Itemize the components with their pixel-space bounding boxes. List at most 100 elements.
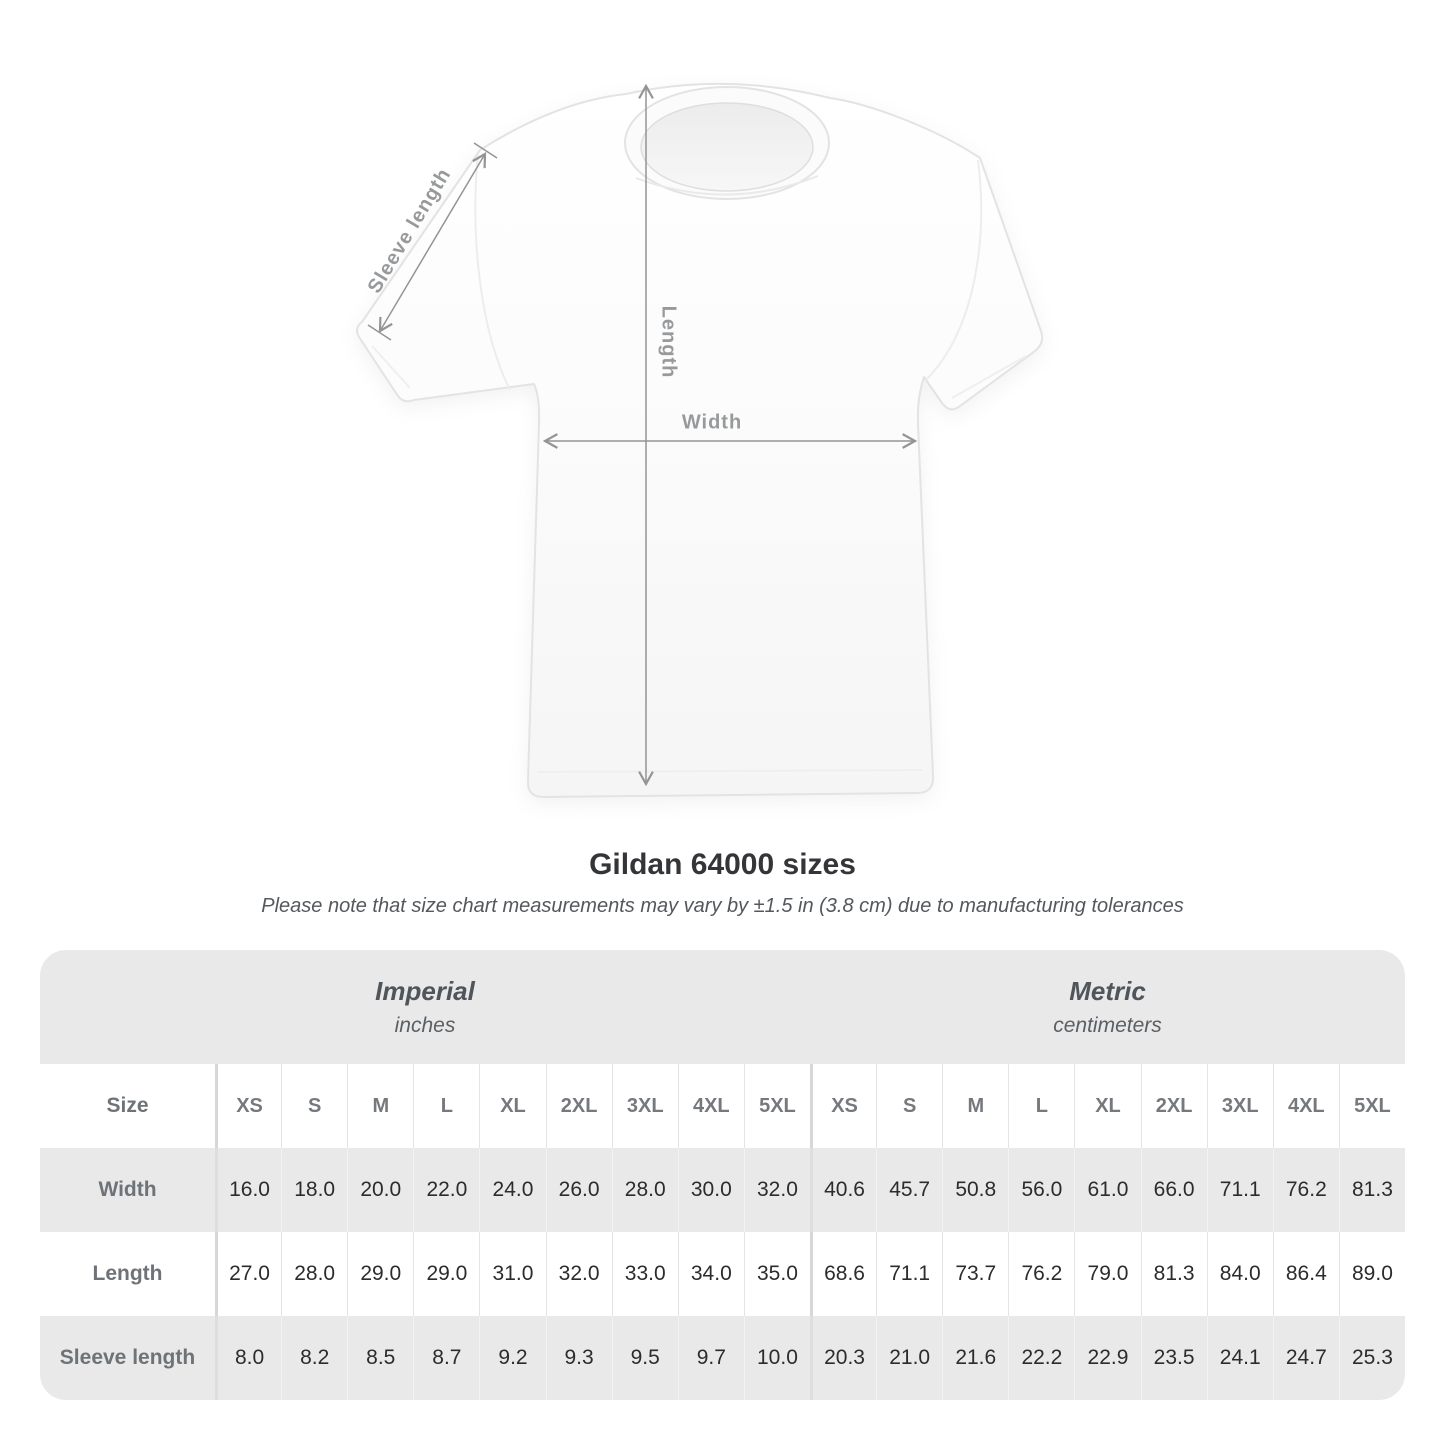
size-header-metric-3xl: 3XL xyxy=(1206,1064,1273,1148)
value-cell-metric: 45.7 xyxy=(876,1148,942,1232)
metric-header: Metric centimeters xyxy=(810,950,1405,1064)
size-header-imperial-5xl: 5XL xyxy=(743,1064,810,1148)
value-cell-metric: 76.2 xyxy=(1272,1148,1339,1232)
tshirt-photo xyxy=(356,82,1044,798)
value-cell-imperial: 30.0 xyxy=(677,1148,744,1232)
size-header-imperial-3xl: 3XL xyxy=(611,1064,678,1148)
value-cell-metric: 73.7 xyxy=(942,1232,1008,1316)
value-cell-metric: 21.0 xyxy=(876,1316,942,1400)
page-title: Gildan 64000 sizes xyxy=(589,848,856,881)
sleeve-arrow-end-cap xyxy=(367,324,392,341)
value-cell-imperial: 32.0 xyxy=(743,1148,810,1232)
value-cell-metric: 20.3 xyxy=(810,1316,876,1400)
value-cell-imperial: 18.0 xyxy=(281,1148,347,1232)
size-header-imperial-m: M xyxy=(347,1064,413,1148)
value-cell-metric: 76.2 xyxy=(1008,1232,1074,1316)
size-column-header: Size xyxy=(106,1094,149,1117)
value-cell-metric: 22.2 xyxy=(1008,1316,1074,1400)
value-cell-imperial: 33.0 xyxy=(611,1232,678,1316)
size-header-metric-xs: XS xyxy=(810,1064,876,1148)
measurement-arrows xyxy=(367,83,918,787)
value-cell-metric: 24.7 xyxy=(1272,1316,1339,1400)
value-cell-metric: 68.6 xyxy=(810,1232,876,1316)
tshirt-measurement-figure: Sleeve length Length Width xyxy=(356,82,1044,798)
size-header-metric-5xl: 5XL xyxy=(1338,1064,1405,1148)
value-cell-imperial: 34.0 xyxy=(677,1232,744,1316)
row-label: Length xyxy=(92,1262,163,1285)
imperial-header-unit: inches xyxy=(394,1014,456,1037)
metric-header-title: Metric xyxy=(1069,976,1146,1006)
row-label: Sleeve length xyxy=(59,1346,196,1369)
imperial-header-title: Imperial xyxy=(375,976,475,1006)
value-cell-metric: 61.0 xyxy=(1074,1148,1140,1232)
value-cell-imperial: 16.0 xyxy=(215,1148,281,1232)
tolerance-note: Please note that size chart measurements… xyxy=(261,895,1184,917)
table-row-length: Length 27.0 28.0 29.0 29.0 31.0 32.0 33.0 34.0 35… xyxy=(40,1232,1405,1316)
size-header-imperial-xl: XL xyxy=(479,1064,545,1148)
value-cell-metric: 81.3 xyxy=(1338,1148,1405,1232)
value-cell-metric: 56.0 xyxy=(1008,1148,1074,1232)
value-cell-imperial: 26.0 xyxy=(545,1148,612,1232)
size-header-row: Size XS S M L XL 2XL 3XL 4XL 5XL XS S M L XL 2XL 3XL 4XL 5… xyxy=(40,1064,1405,1148)
value-cell-metric: 89.0 xyxy=(1338,1232,1405,1316)
value-cell-metric: 25.3 xyxy=(1338,1316,1405,1400)
value-cell-imperial: 31.0 xyxy=(479,1232,545,1316)
value-cell-imperial: 24.0 xyxy=(479,1148,545,1232)
value-cell-imperial: 9.5 xyxy=(611,1316,678,1400)
value-cell-metric: 86.4 xyxy=(1272,1232,1339,1316)
value-cell-metric: 81.3 xyxy=(1140,1232,1207,1316)
size-header-metric-4xl: 4XL xyxy=(1272,1064,1339,1148)
size-header-metric-m: M xyxy=(942,1064,1008,1148)
value-cell-imperial: 28.0 xyxy=(611,1148,678,1232)
table-row-sleeve-length: Sleeve length 8.0 8.2 8.5 8.7 9.2 9.3 9.5 9.7 10.… xyxy=(40,1316,1405,1400)
value-cell-metric: 84.0 xyxy=(1206,1232,1273,1316)
table-row-width: Width 16.0 18.0 20.0 22.0 24.0 26.0 28.0 30.0 32.… xyxy=(40,1148,1405,1232)
value-cell-metric: 21.6 xyxy=(942,1316,1008,1400)
size-chart-table: Imperial inches Metric centimeters Size X… xyxy=(40,950,1405,1400)
value-cell-imperial: 22.0 xyxy=(413,1148,479,1232)
value-cell-imperial: 28.0 xyxy=(281,1232,347,1316)
value-cell-metric: 66.0 xyxy=(1140,1148,1207,1232)
value-cell-metric: 23.5 xyxy=(1140,1316,1207,1400)
value-cell-metric: 24.1 xyxy=(1206,1316,1273,1400)
size-header-imperial-2xl: 2XL xyxy=(545,1064,612,1148)
value-cell-metric: 79.0 xyxy=(1074,1232,1140,1316)
row-label: Width xyxy=(98,1178,157,1201)
value-cell-imperial: 20.0 xyxy=(347,1148,413,1232)
tshirt-collar xyxy=(624,86,830,200)
length-dimension-label: Length xyxy=(657,305,680,379)
size-header-metric-xl: XL xyxy=(1074,1064,1140,1148)
sleeve-arrow-end-cap xyxy=(473,142,498,159)
size-header-imperial-4xl: 4XL xyxy=(677,1064,744,1148)
value-cell-imperial: 8.2 xyxy=(281,1316,347,1400)
value-cell-imperial: 9.3 xyxy=(545,1316,612,1400)
unit-header-band: Imperial inches Metric centimeters xyxy=(40,950,1405,1064)
value-cell-imperial: 27.0 xyxy=(215,1232,281,1316)
sleeve-length-arrow xyxy=(378,152,487,333)
metric-header-unit: centimeters xyxy=(1053,1014,1162,1037)
value-cell-metric: 71.1 xyxy=(1206,1148,1273,1232)
value-cell-imperial: 8.0 xyxy=(215,1316,281,1400)
size-header-metric-s: S xyxy=(876,1064,942,1148)
value-cell-imperial: 9.2 xyxy=(479,1316,545,1400)
value-cell-metric: 40.6 xyxy=(810,1148,876,1232)
size-header-metric-2xl: 2XL xyxy=(1140,1064,1207,1148)
size-header-imperial-xs: XS xyxy=(215,1064,281,1148)
value-cell-imperial: 35.0 xyxy=(743,1232,810,1316)
value-cell-imperial: 32.0 xyxy=(545,1232,612,1316)
value-cell-imperial: 10.0 xyxy=(743,1316,810,1400)
width-dimension-label: Width xyxy=(681,411,743,434)
value-cell-imperial: 8.7 xyxy=(413,1316,479,1400)
value-cell-metric: 50.8 xyxy=(942,1148,1008,1232)
value-cell-imperial: 29.0 xyxy=(347,1232,413,1316)
value-cell-metric: 22.9 xyxy=(1074,1316,1140,1400)
size-header-imperial-s: S xyxy=(281,1064,347,1148)
imperial-header: Imperial inches xyxy=(40,950,810,1064)
size-header-metric-l: L xyxy=(1008,1064,1074,1148)
value-cell-imperial: 9.7 xyxy=(677,1316,744,1400)
value-cell-imperial: 29.0 xyxy=(413,1232,479,1316)
value-cell-imperial: 8.5 xyxy=(347,1316,413,1400)
size-header-imperial-l: L xyxy=(413,1064,479,1148)
value-cell-metric: 71.1 xyxy=(876,1232,942,1316)
